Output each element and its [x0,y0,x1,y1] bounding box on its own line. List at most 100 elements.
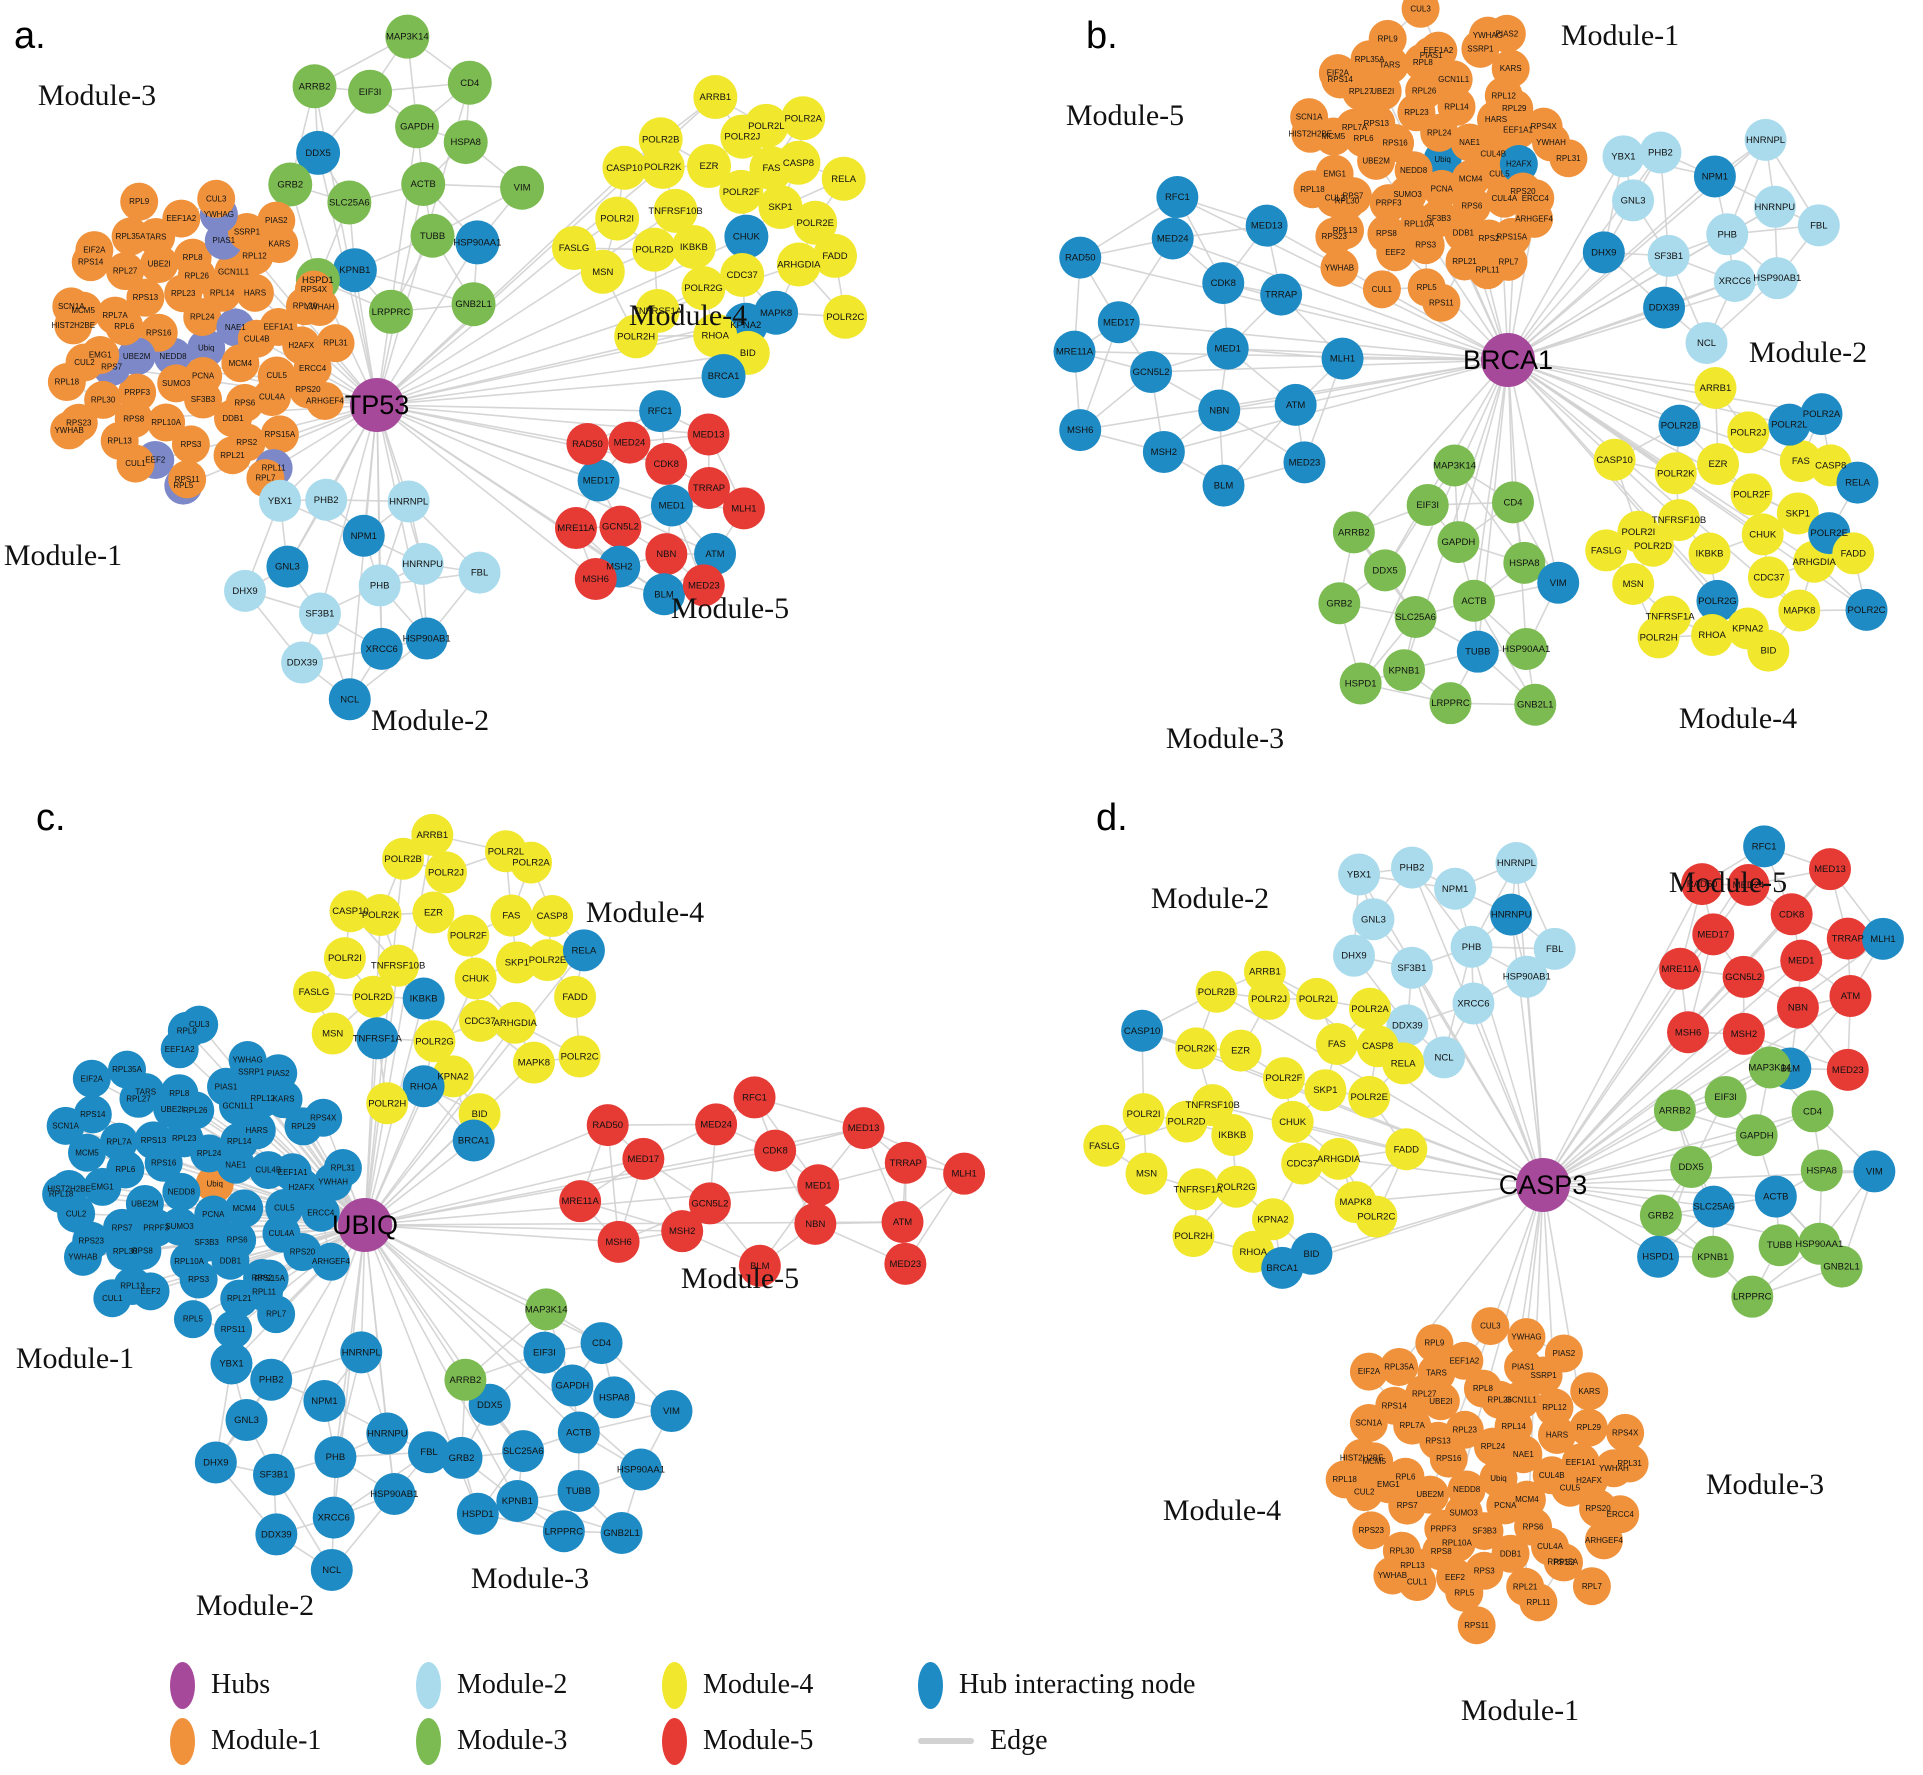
node-FASLG[interactable] [552,225,597,270]
node-CUL4A[interactable] [252,378,291,417]
node-RELA[interactable] [1836,461,1879,504]
node-GAPDH[interactable] [395,104,440,149]
node-BLM[interactable] [738,1244,781,1287]
node-HSPD1[interactable] [1637,1235,1680,1278]
node-CDK8[interactable] [754,1129,797,1172]
node-CDK8[interactable] [1770,893,1813,936]
node-MAPK8[interactable] [754,290,799,335]
node-HSP90AA1[interactable] [455,220,500,265]
node-BLM[interactable] [1202,464,1245,507]
node-YBX1[interactable] [1338,853,1381,896]
node-RPL30[interactable] [84,380,123,419]
node-NPM1[interactable] [342,514,385,557]
node-IKBKB[interactable] [1211,1113,1254,1156]
node-FBL[interactable] [458,551,501,594]
hub-CASP3[interactable] [1516,1158,1570,1212]
node-RPL7A[interactable] [100,1122,139,1161]
node-RHOA[interactable] [402,1065,445,1108]
node-MAPK8[interactable] [1778,589,1821,632]
node-NBN[interactable] [794,1202,837,1245]
node-YWHAB[interactable] [1320,248,1359,287]
node-RAD50[interactable] [1681,863,1724,906]
node-RPL27[interactable] [106,252,145,291]
node-ARHGDIA[interactable] [776,242,821,287]
node-VIM[interactable] [1853,1150,1896,1193]
node-RPL18[interactable] [1293,170,1332,209]
node-XRCC6[interactable] [1713,260,1756,303]
node-ARRB1[interactable] [411,813,454,856]
node-MED1[interactable] [1780,939,1823,982]
node-LRPPRC[interactable] [542,1510,585,1553]
node-POLR2B[interactable] [382,837,425,880]
node-MCM5[interactable] [67,1133,106,1172]
node-HSPA8[interactable] [1503,541,1546,584]
node-EEF1A2[interactable] [1419,31,1458,70]
node-CASP10[interactable] [602,145,647,190]
node-POLR2C[interactable] [823,294,868,339]
node-RPL11[interactable] [1519,1583,1558,1622]
node-POLR2K[interactable] [1654,452,1697,495]
node-YBX1[interactable] [210,1342,253,1385]
node-POLR2B[interactable] [638,117,683,162]
node-FASLG[interactable] [292,971,335,1014]
node-SCN1A[interactable] [52,287,91,326]
node-BRCA1[interactable] [1261,1246,1304,1289]
node-CHUK[interactable] [724,214,769,259]
node-CUL1[interactable] [116,444,155,483]
node-HSP90AA1[interactable] [619,1448,662,1491]
node-MCM4[interactable] [225,1189,264,1228]
node-POLR2G[interactable] [413,1020,456,1063]
node-SKP1[interactable] [758,185,803,230]
node-RPS15A[interactable] [1543,1543,1582,1582]
node-CDC37[interactable] [1747,556,1790,599]
node-HNRNPU[interactable] [1753,185,1796,228]
node-DHX9[interactable] [224,569,267,612]
node-PHB[interactable] [1706,213,1749,256]
node-LRPPRC[interactable] [1731,1275,1774,1318]
node-CHUK[interactable] [1271,1100,1314,1143]
node-POLR2B[interactable] [1658,404,1701,447]
node-HSPD1[interactable] [1339,662,1382,705]
node-SKP1[interactable] [1776,492,1819,535]
node-RPS15A[interactable] [260,415,299,454]
node-DDX5[interactable] [1364,549,1407,592]
node-GNL3[interactable] [225,1399,268,1442]
node-RPS3[interactable] [171,425,210,464]
node-FBL[interactable] [1797,204,1840,247]
node-ARRB2[interactable] [1653,1089,1696,1132]
node-MSH6[interactable] [574,557,617,600]
node-RPS13[interactable] [126,278,165,317]
node-EIF3I[interactable] [1704,1075,1747,1118]
node-EMG1[interactable] [83,1167,122,1206]
node-MSH2[interactable] [1722,1012,1765,1055]
node-GNB2L1[interactable] [451,282,496,327]
node-RELA[interactable] [821,156,866,201]
node-MED23[interactable] [682,564,725,607]
node-MCM4[interactable] [1451,159,1490,198]
node-POLR2L[interactable] [1296,977,1339,1020]
node-SCN1A[interactable] [1349,1404,1388,1443]
node-HSP90AB1[interactable] [373,1472,416,1515]
node-POLR2I[interactable] [1617,510,1660,553]
node-MAP3K14[interactable] [525,1288,568,1331]
node-ARHGDIA[interactable] [494,1001,537,1044]
node-FADD[interactable] [812,233,857,278]
node-PCNA[interactable] [1422,169,1461,208]
node-POLR2F[interactable] [719,169,764,214]
node-FADD[interactable] [554,975,597,1018]
node-POLR2A[interactable] [781,96,826,141]
node-RPL12[interactable] [1535,1388,1574,1427]
node-EZR[interactable] [1219,1029,1262,1072]
node-DDX39[interactable] [1386,1004,1429,1047]
node-MSH6[interactable] [1059,409,1102,452]
node-EZR[interactable] [412,891,455,934]
node-ARHGEF4[interactable] [305,381,344,420]
node-PIAS2[interactable] [259,1054,298,1093]
node-MED17[interactable] [622,1137,665,1180]
node-MED24[interactable] [1727,864,1770,907]
node-YBX1[interactable] [259,479,302,522]
node-HARS[interactable] [1537,1415,1576,1454]
node-FAS[interactable] [490,894,533,937]
node-RPS11[interactable] [168,460,207,499]
node-BID[interactable] [1747,629,1790,672]
